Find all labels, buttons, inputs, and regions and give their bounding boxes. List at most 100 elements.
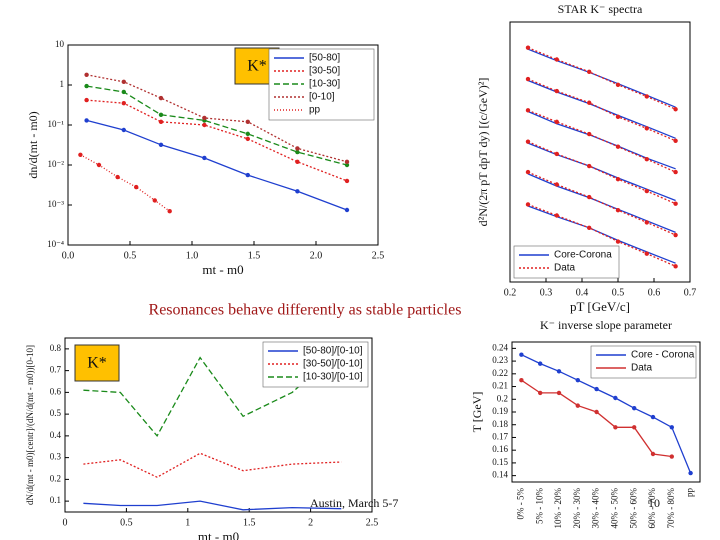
data-point [615,208,621,213]
x-category-label: 50% - 60% [628,488,638,529]
chart-title: STAR K⁻ spectra [558,2,643,16]
footer: Austin, March 5-7 [310,496,398,510]
y-tick-label: 0.17 [492,432,508,442]
legend-label: Data [554,263,576,274]
y-tick-label: 10 [55,39,65,49]
x-category-label: 40% - 50% [609,488,619,529]
data-point [525,76,531,82]
series-line [83,348,342,438]
legend-label: [30-50]/[0-10] [303,359,363,370]
x-tick-label: 0.6 [648,287,661,298]
data-point [245,136,250,142]
series-line [527,48,676,108]
data-point [525,202,531,207]
legend-box [590,345,697,379]
data-point [84,72,89,77]
data-point [121,89,127,95]
data-point [134,184,139,190]
x-tick-label: 1.0 [186,250,199,261]
data-point [525,108,531,113]
data-point [615,82,621,87]
data-point [554,119,559,125]
data-point [632,405,637,411]
legend-label: [50-80]/[0-10] [303,346,363,357]
data-point [202,115,207,121]
data-point [669,425,674,430]
caption: Resonances behave differently as stable … [149,302,462,319]
x-category-label: 5% - 10% [534,488,544,524]
series-line [527,171,676,236]
series-line [527,79,676,139]
x-tick-label: 0.5 [612,287,625,298]
y-tick-label: 0.24 [492,342,508,352]
legend-label: [10-30] [309,79,340,90]
y-tick-label: 10⁻⁴ [47,239,64,249]
page-number: 10 [648,496,660,510]
y-tick-label: 0.16 [492,444,508,454]
data-point [525,45,531,50]
x-tick-label: 0.7 [684,287,697,298]
data-point [167,208,172,214]
data-point [669,454,674,459]
x-tick-label: 1 [185,517,190,528]
annotation: K* [87,355,107,372]
data-point [554,151,559,157]
data-point [554,182,559,187]
x-tick-label: 0.0 [62,250,75,261]
y-tick-label: 0.2 [497,393,508,403]
data-point [673,232,678,238]
series-line [527,141,676,205]
data-point [295,149,300,155]
series-line [527,203,676,267]
series-line [521,354,692,474]
series-line [83,500,342,511]
y-tick-label: 0.15 [492,457,508,467]
x-tick-label: 2.5 [372,250,385,261]
data-point [158,119,164,125]
x-tick-label: 1.5 [243,517,256,528]
data-point [587,194,592,200]
data-point [245,131,250,137]
y-tick-label: 10⁻¹ [48,119,65,129]
data-point [84,83,89,89]
data-point [202,155,207,161]
x-axis-label: mt - m0 [198,529,239,540]
plot-frame [64,337,373,513]
legend-label: Data [631,363,653,374]
x-category-label: 60% - 70% [647,488,657,529]
data-point [115,174,120,180]
data-point [644,220,649,225]
y-axis-label: dN/d(mt - m0)[centr]/(dN/d(mt - m0))[0-1… [25,345,35,505]
x-axis-label: mt - m0 [202,262,243,277]
y-tick-label: 0.1 [50,495,61,505]
x-tick-label: 1.5 [248,250,261,261]
data-point [158,112,164,117]
plot-frame [67,44,379,246]
data-point [344,207,350,213]
y-tick-label: 0.8 [50,343,62,353]
data-point [84,118,89,123]
y-tick-label: 1 [60,79,65,89]
y-tick-label: 10⁻³ [48,199,65,209]
series-line [527,109,676,173]
x-tick-label: 0.3 [540,287,553,298]
y-tick-label: 0.19 [492,406,508,416]
data-point [615,144,621,149]
x-axis-label: pT [GeV/c] [570,299,630,314]
data-point [594,386,599,392]
y-tick-label: 0.21 [492,381,508,391]
x-category-label: 0% - 5% [515,488,525,520]
data-point [673,107,678,112]
data-point [519,352,524,357]
data-point [673,201,678,206]
x-category-label: pp [685,488,695,498]
plot-frame [509,21,691,283]
x-category-label: 20% - 30% [572,488,582,529]
y-tick-label: 0.14 [492,470,508,480]
data-point [344,178,350,184]
y-tick-label: 0.6 [50,386,62,396]
x-category-label: 10% - 20% [553,488,563,529]
data-point [78,152,83,157]
x-tick-label: 2.0 [310,250,323,261]
data-point [525,139,531,144]
